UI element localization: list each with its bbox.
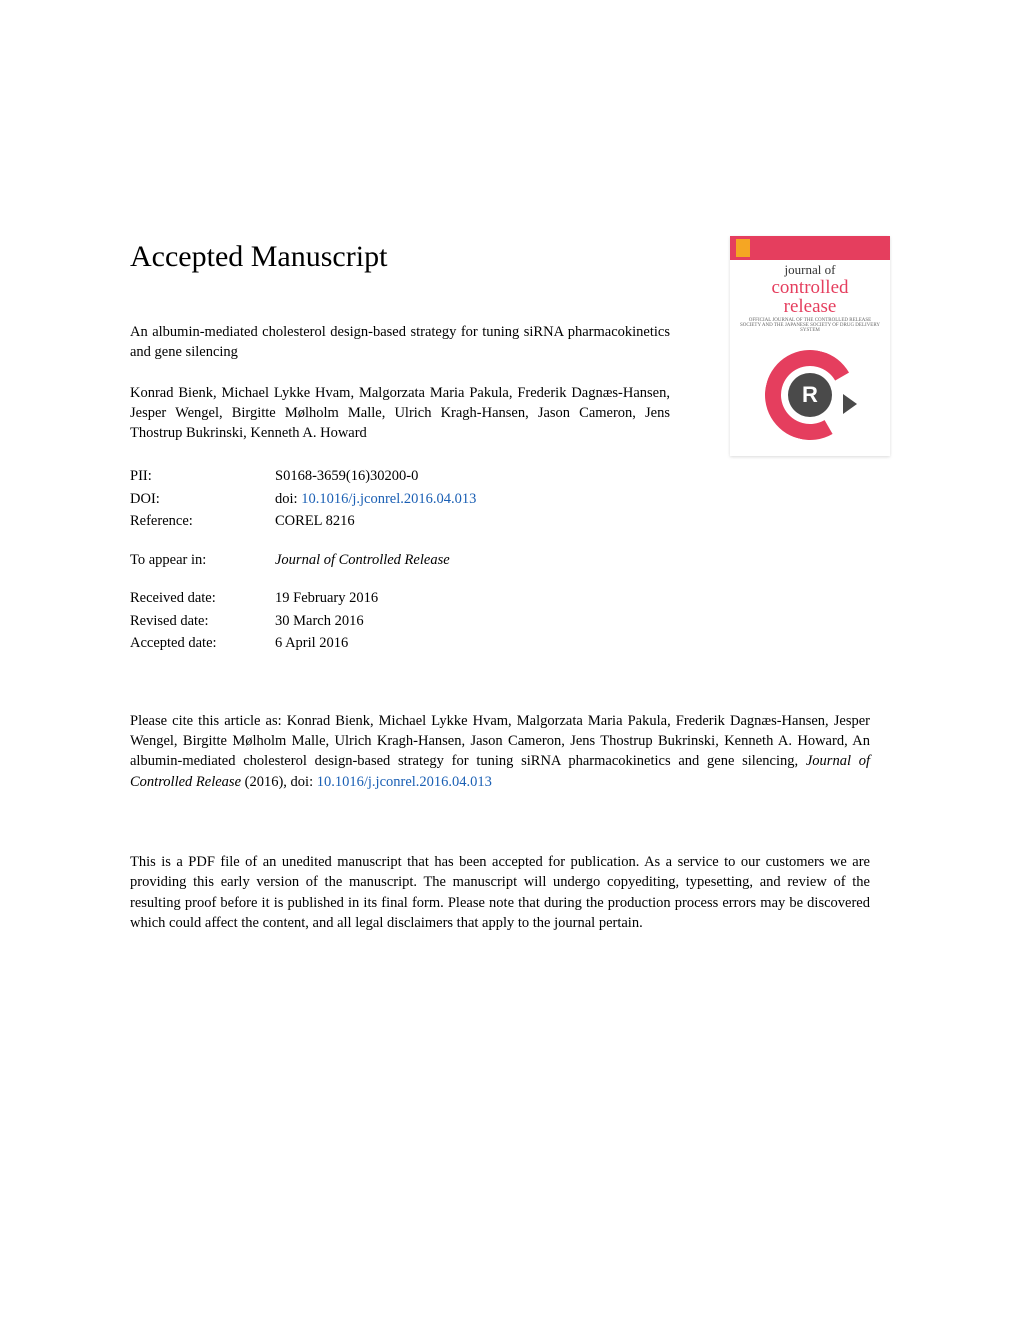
journal-main-title-2: release	[730, 297, 890, 316]
meta-value-accepted: 6 April 2016	[275, 632, 348, 654]
metadata-table: PII: S0168-3659(16)30200-0 DOI: doi: 10.…	[130, 465, 890, 532]
citation-year: (2016), doi:	[241, 774, 317, 790]
article-title: An albumin-mediated cholesterol design-b…	[130, 322, 670, 363]
meta-label: Accepted date:	[130, 632, 275, 654]
meta-row-reference: Reference: COREL 8216	[130, 510, 890, 532]
meta-row-appear: To appear in: Journal of Controlled Rele…	[130, 549, 890, 571]
meta-label: PII:	[130, 465, 275, 487]
metadata-table-dates: Received date: 19 February 2016 Revised …	[130, 587, 890, 654]
meta-row-pii: PII: S0168-3659(16)30200-0	[130, 465, 890, 487]
meta-label: Received date:	[130, 587, 275, 609]
accepted-manuscript-page: journal of controlled release OFFICIAL J…	[0, 0, 1020, 933]
meta-row-revised: Revised date: 30 March 2016	[130, 610, 890, 632]
journal-cover-thumbnail: journal of controlled release OFFICIAL J…	[730, 236, 890, 456]
disclaimer-text: This is a PDF file of an unedited manusc…	[130, 852, 870, 933]
citation-doi-link[interactable]: 10.1016/j.jconrel.2016.04.013	[317, 774, 492, 790]
meta-value-received: 19 February 2016	[275, 587, 378, 609]
crs-logo-letter: R	[802, 382, 818, 408]
journal-pretitle: journal of	[730, 262, 890, 278]
meta-row-received: Received date: 19 February 2016	[130, 587, 890, 609]
meta-value-pii: S0168-3659(16)30200-0	[275, 465, 418, 487]
elsevier-tree-icon	[736, 239, 750, 257]
meta-value-reference: COREL 8216	[275, 510, 355, 532]
meta-value-doi: doi: 10.1016/j.jconrel.2016.04.013	[275, 488, 476, 510]
crs-logo-icon: R	[765, 350, 855, 440]
meta-value-appear: Journal of Controlled Release	[275, 549, 450, 571]
meta-row-accepted: Accepted date: 6 April 2016	[130, 632, 890, 654]
meta-label: Revised date:	[130, 610, 275, 632]
doi-link[interactable]: 10.1016/j.jconrel.2016.04.013	[301, 491, 476, 507]
doi-prefix: doi:	[275, 491, 301, 507]
metadata-table-appear: To appear in: Journal of Controlled Rele…	[130, 549, 890, 571]
citation-text: Please cite this article as: Konrad Bien…	[130, 711, 870, 792]
meta-label: To appear in:	[130, 549, 275, 571]
article-authors: Konrad Bienk, Michael Lykke Hvam, Malgor…	[130, 383, 670, 444]
meta-value-revised: 30 March 2016	[275, 610, 364, 632]
citation-pre: Please cite this article as: Konrad Bien…	[130, 713, 870, 770]
meta-label: Reference:	[130, 510, 275, 532]
meta-label: DOI:	[130, 488, 275, 510]
journal-subtitle: OFFICIAL JOURNAL OF THE CONTROLLED RELEA…	[730, 318, 890, 333]
meta-row-doi: DOI: doi: 10.1016/j.jconrel.2016.04.013	[130, 488, 890, 510]
journal-main-title-1: controlled	[730, 278, 890, 297]
